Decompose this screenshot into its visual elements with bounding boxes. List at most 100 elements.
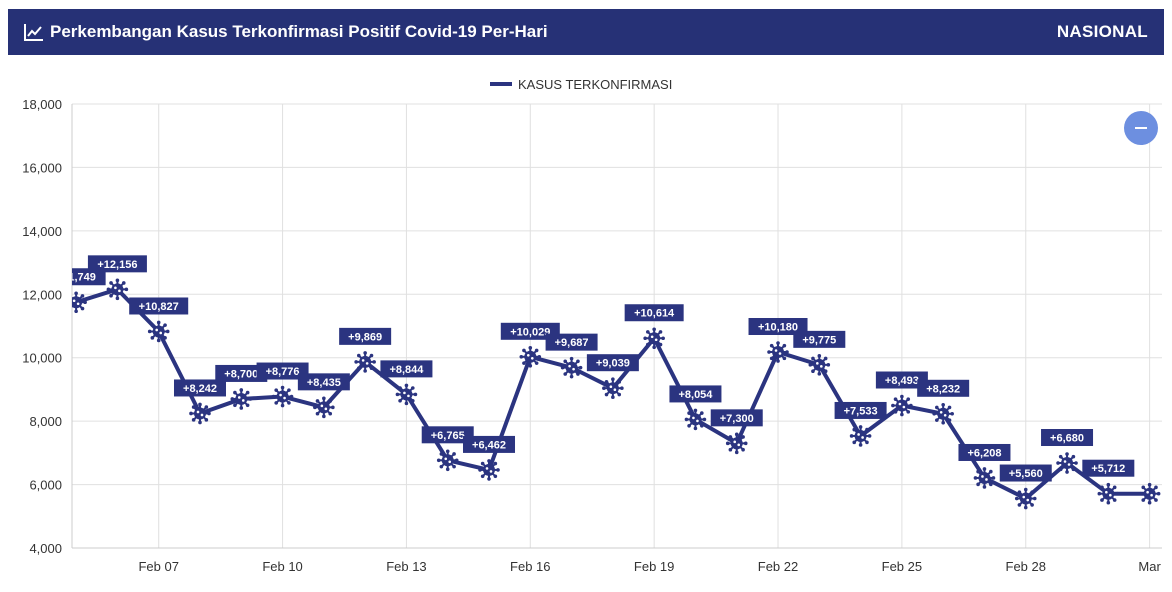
virus-spike-tip	[941, 420, 945, 425]
data-point[interactable]	[106, 278, 129, 301]
data-point[interactable]	[271, 385, 294, 408]
virus-spike-tip	[1097, 491, 1102, 496]
legend[interactable]: KASUS TERKONFIRMASI	[490, 77, 672, 92]
virus-spike-tip	[191, 405, 196, 409]
virus-body	[524, 350, 537, 363]
data-point[interactable]	[230, 388, 253, 410]
virus-dot	[526, 353, 530, 357]
virus-spike-tip	[1030, 503, 1034, 507]
data-point[interactable]	[891, 394, 913, 417]
data-point[interactable]	[808, 354, 831, 376]
virus-spike-tip	[480, 461, 485, 466]
data-point[interactable]	[560, 356, 583, 379]
data-label-box	[500, 322, 560, 340]
data-label-box	[173, 379, 226, 397]
data-point[interactable]	[354, 351, 376, 373]
data-point[interactable]	[1138, 482, 1161, 505]
virus-spike-tip	[452, 464, 456, 469]
data-point[interactable]	[478, 459, 500, 481]
virus-spike-tip	[808, 363, 813, 367]
virus-spike-tip	[445, 467, 450, 472]
virus-spike-tip	[1112, 498, 1117, 502]
virus-dot	[981, 475, 984, 478]
virus-spike-tip	[74, 309, 78, 314]
virus-spike-tip	[191, 418, 196, 422]
virus-spike-tip	[198, 420, 202, 425]
data-label: +11,749	[72, 268, 106, 286]
data-point[interactable]	[767, 341, 789, 363]
data-point[interactable]	[973, 467, 996, 489]
virus-spike-tip	[439, 464, 444, 469]
virus-spike-tip	[661, 336, 665, 341]
virus-spike-tip	[1030, 490, 1034, 494]
data-label: +5,560	[999, 464, 1052, 482]
data-label-box	[256, 362, 309, 380]
virus-spike-tip	[982, 485, 987, 489]
virus-body	[978, 471, 991, 484]
data-label-text: +8,493	[885, 375, 919, 387]
data-point[interactable]	[1014, 487, 1037, 510]
data-point[interactable]	[684, 408, 707, 431]
virus-spike-tip	[645, 342, 650, 347]
virus-body	[276, 390, 289, 403]
x-tick-label: Mar	[1138, 559, 1161, 574]
virus-spike-tip	[891, 403, 895, 408]
virus-spike-tip	[947, 418, 952, 422]
data-point[interactable]	[932, 402, 954, 425]
virus-spike-tip	[569, 374, 574, 379]
virus-spike-tip	[935, 405, 939, 410]
data-point[interactable]	[1056, 452, 1078, 474]
virus-spike-tip	[989, 482, 993, 487]
virus-dot	[733, 440, 737, 444]
virus-spike-tip	[893, 397, 898, 401]
virus-spike-tip	[528, 345, 533, 350]
virus-spike-tip	[1032, 496, 1037, 501]
virus-dot	[489, 470, 493, 473]
data-label-text: +8,776	[266, 366, 300, 378]
data-point[interactable]	[147, 320, 170, 343]
virus-dot	[196, 410, 200, 414]
virus-dot	[361, 359, 365, 362]
zoom-out-button[interactable]	[1124, 111, 1158, 145]
virus-spike-tip	[817, 354, 822, 358]
virus-spike-tip	[121, 293, 126, 298]
data-point[interactable]	[602, 377, 624, 399]
virus-spike-tip	[811, 356, 815, 361]
data-point[interactable]	[65, 291, 87, 314]
data-point[interactable]	[313, 396, 335, 419]
data-label: +10,614	[624, 304, 684, 322]
virus-spike-tip	[80, 306, 85, 311]
virus-spike-tip	[932, 411, 936, 416]
virus-spike-tip	[354, 360, 358, 364]
data-point[interactable]	[725, 432, 748, 455]
virus-spike-tip	[976, 469, 980, 474]
virus-dot	[1022, 495, 1026, 499]
virus-spike-tip	[858, 425, 863, 429]
data-point[interactable]	[519, 345, 542, 368]
virus-body	[689, 413, 702, 426]
virus-spike-tip	[947, 405, 952, 410]
data-label-text: +9,869	[348, 331, 382, 343]
virus-spike-tip	[27, 315, 31, 319]
data-point[interactable]	[395, 383, 418, 406]
virus-dot	[283, 396, 286, 400]
data-label-text: +9,775	[802, 334, 836, 346]
data-point[interactable]	[1097, 482, 1120, 505]
data-point[interactable]	[436, 449, 459, 472]
virus-dot	[237, 396, 241, 399]
virus-dot	[1150, 493, 1153, 497]
virus-spike-tip	[823, 356, 828, 361]
data-point[interactable]	[643, 327, 665, 350]
legend-entry[interactable]: KASUS TERKONFIRMASI	[518, 77, 672, 92]
data-point[interactable]	[189, 402, 211, 425]
data-label-text: +12,156	[97, 259, 137, 271]
series-group: +11,749+12,156 +10,827 +8,242 +8,700 +8,776 +…	[24, 255, 1161, 510]
y-tick-label: 4,000	[29, 541, 62, 556]
data-point[interactable]	[24, 299, 46, 321]
virus-spike-tip	[274, 401, 279, 405]
data-point[interactable]	[849, 425, 872, 447]
virus-spike-tip	[782, 356, 787, 361]
virus-spike-tip	[280, 403, 285, 408]
virus-spike-tip	[189, 411, 193, 416]
virus-spike-tip	[1065, 452, 1069, 456]
